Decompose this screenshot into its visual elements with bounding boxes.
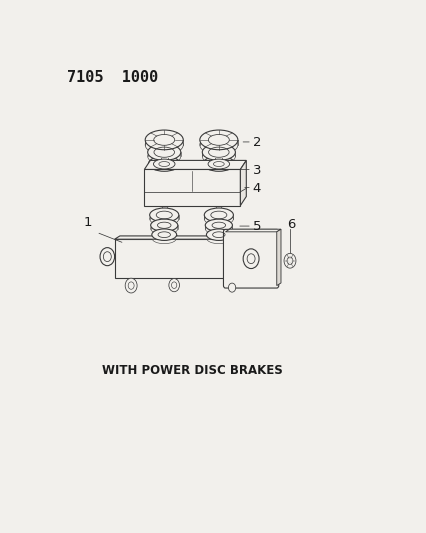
Circle shape <box>247 254 254 264</box>
Ellipse shape <box>150 219 177 231</box>
Circle shape <box>242 249 259 269</box>
Ellipse shape <box>202 148 235 165</box>
Ellipse shape <box>150 222 177 235</box>
Text: 2: 2 <box>252 136 260 149</box>
Ellipse shape <box>202 144 235 160</box>
Polygon shape <box>276 229 280 286</box>
Circle shape <box>125 278 137 293</box>
Ellipse shape <box>148 156 179 171</box>
Ellipse shape <box>152 229 176 240</box>
Text: 7105  1000: 7105 1000 <box>66 70 158 85</box>
Ellipse shape <box>147 144 180 160</box>
Circle shape <box>228 283 235 292</box>
Polygon shape <box>258 236 263 278</box>
Bar <box>144 169 240 206</box>
Ellipse shape <box>207 159 229 169</box>
FancyBboxPatch shape <box>223 229 278 288</box>
Ellipse shape <box>148 160 179 175</box>
Circle shape <box>100 248 114 265</box>
Ellipse shape <box>206 229 231 240</box>
Ellipse shape <box>153 159 175 169</box>
Circle shape <box>286 257 292 264</box>
Text: 3: 3 <box>252 164 260 176</box>
Text: 4: 4 <box>252 182 260 195</box>
Circle shape <box>128 282 134 289</box>
Ellipse shape <box>147 148 180 165</box>
Circle shape <box>283 253 295 268</box>
Circle shape <box>168 279 179 292</box>
Ellipse shape <box>204 212 233 225</box>
Circle shape <box>171 282 176 288</box>
Text: 1: 1 <box>83 216 92 229</box>
Polygon shape <box>225 229 280 232</box>
Ellipse shape <box>199 130 237 150</box>
Polygon shape <box>114 236 263 239</box>
Ellipse shape <box>145 135 183 155</box>
Ellipse shape <box>203 160 234 175</box>
Ellipse shape <box>205 222 232 235</box>
Ellipse shape <box>206 232 231 244</box>
Text: 6: 6 <box>287 217 295 231</box>
Text: 5: 5 <box>252 220 260 233</box>
Ellipse shape <box>199 135 237 155</box>
Polygon shape <box>144 160 246 169</box>
Polygon shape <box>240 160 246 206</box>
Ellipse shape <box>204 208 233 222</box>
Ellipse shape <box>150 208 178 222</box>
Ellipse shape <box>203 156 234 171</box>
Ellipse shape <box>150 212 178 225</box>
Text: WITH POWER DISC BRAKES: WITH POWER DISC BRAKES <box>102 364 282 377</box>
Ellipse shape <box>145 130 183 150</box>
Circle shape <box>103 252 111 262</box>
Ellipse shape <box>152 232 176 244</box>
Bar <box>114 239 258 278</box>
Ellipse shape <box>205 219 232 231</box>
